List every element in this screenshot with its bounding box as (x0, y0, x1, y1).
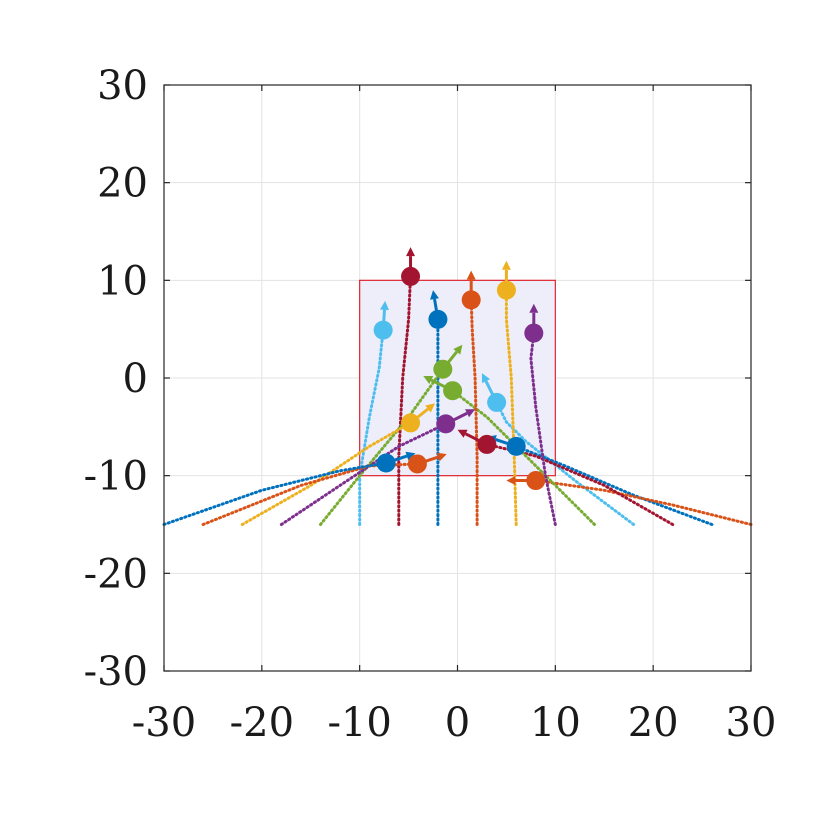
agent-marker-0 (487, 392, 507, 412)
agent-marker-15 (376, 453, 396, 473)
agent-markers (373, 266, 546, 491)
y-tick-label-5: 20 (97, 161, 148, 207)
agent-marker-6 (496, 280, 516, 300)
y-tick-label-0: -30 (84, 649, 148, 695)
trajectory-7 (469, 298, 479, 526)
agent-marker-5 (524, 323, 544, 343)
x-tick-label-2: -10 (327, 700, 391, 746)
y-tick-labels: -30 -20 -10 0 10 20 30 (84, 63, 148, 695)
highlight-region (359, 279, 556, 477)
agent-marker-4 (443, 381, 463, 401)
y-tick-label-4: 10 (97, 258, 148, 304)
trajectory-2 (534, 479, 753, 526)
agent-marker-13 (401, 413, 421, 433)
axes (163, 84, 752, 672)
agent-marker-9 (401, 266, 421, 286)
x-tick-label-4: 10 (530, 700, 581, 746)
y-tick-label-3: 0 (123, 356, 148, 402)
x-tick-label-0: -30 (132, 700, 196, 746)
y-tick-label-2: -10 (84, 454, 148, 500)
x-tick-label-6: 30 (726, 700, 777, 746)
trajectory-10 (358, 328, 385, 526)
agent-marker-14 (407, 454, 427, 474)
x-tick-label-3: 0 (445, 700, 470, 746)
agent-marker-10 (373, 320, 393, 340)
trajectory-5 (529, 331, 557, 526)
trajectory-11 (319, 367, 445, 526)
trajectory-paths (162, 274, 753, 526)
agent-marker-1 (506, 436, 526, 456)
trajectory-13 (240, 421, 412, 526)
agent-marker-3 (477, 434, 497, 454)
agent-marker-2 (526, 471, 546, 491)
trajectory-0 (495, 400, 636, 526)
x-tick-label-1: -20 (230, 700, 294, 746)
agent-marker-12 (436, 414, 456, 434)
y-tick-label-6: 30 (97, 63, 148, 109)
agent-marker-8 (428, 309, 448, 329)
agent-marker-11 (433, 359, 453, 379)
x-tick-label-5: 20 (628, 700, 679, 746)
y-tick-label-1: -20 (84, 551, 148, 597)
x-tick-labels: -30 -20 -10 0 10 20 30 (132, 700, 777, 746)
trajectory-15 (162, 461, 388, 526)
trajectory-9 (397, 274, 412, 526)
trajectory-1 (514, 444, 714, 526)
agent-marker-7 (461, 290, 481, 310)
